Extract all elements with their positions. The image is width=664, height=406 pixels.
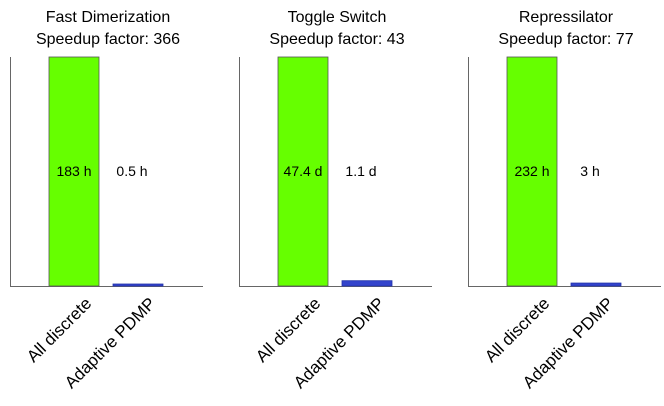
data-label: 0.5 h [116, 163, 147, 179]
data-label: 183 h [56, 163, 91, 179]
bar-adaptive-pdmp [570, 282, 622, 287]
chart-subtitle: Speedup factor: 43 [269, 31, 404, 48]
data-label: 3 h [580, 163, 599, 179]
data-label: 232 h [514, 163, 549, 179]
bar-all-discrete [277, 56, 329, 287]
chart-title: Toggle Switch [288, 9, 387, 26]
chart-subtitle: Speedup factor: 77 [498, 31, 633, 48]
chart-title: Repressilator [519, 9, 614, 26]
bar-all-discrete [48, 56, 100, 287]
chart-subtitle: Speedup factor: 366 [36, 31, 180, 48]
chart-title: Fast Dimerization [46, 9, 170, 26]
bar-adaptive-pdmp [112, 283, 164, 287]
bar-all-discrete [506, 56, 558, 287]
data-label: 1.1 d [345, 163, 376, 179]
bar-adaptive-pdmp [341, 280, 393, 287]
chart-panel-1: Fast Dimerization Speedup factor: 366 183 … [10, 9, 203, 392]
data-label: 47.4 d [284, 163, 323, 179]
